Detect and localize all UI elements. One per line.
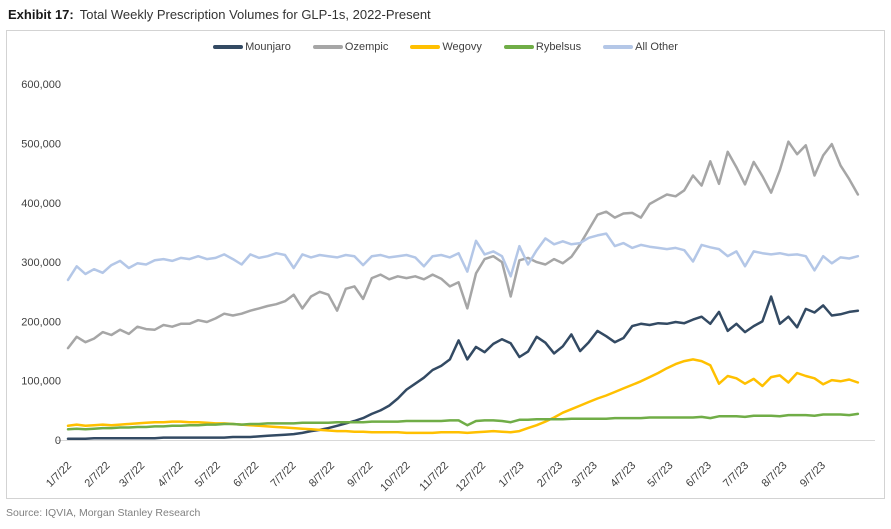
y-axis-label: 400,000 [21,198,61,210]
legend-swatch-all-other [603,45,634,49]
y-axis-label: 500,000 [21,139,61,151]
x-axis-label: 4/7/22 [156,460,186,490]
legend-label-ozempic: Ozempic [344,41,389,53]
chart-title: Total Weekly Prescription Volumes for GL… [79,7,431,22]
plot-svg: 0 100,000 200,000 300,000 400,000 500,000 600,… [21,79,875,494]
y-axis-label: 600,000 [21,79,61,91]
legend-swatch-ozempic [312,45,343,49]
legend-label-all-other: All Other [635,41,678,53]
chart-container: 0 100,000 200,000 300,000 400,000 500,000 600,… [6,30,885,499]
series-line-all-other [66,232,860,282]
page-title: Exhibit 17: Total Weekly Prescription Vol… [8,7,431,22]
legend-swatch-rybelsus [503,45,534,49]
x-axis-label: 9/7/22 [345,460,375,490]
x-axis-label: 12/7/22 [454,460,488,494]
x-axis-label: 1/7/22 [44,460,74,490]
series-line-wegovy [66,358,860,435]
x-axis-label: 7/7/22 [268,460,298,490]
x-axis-label: 3/7/22 [117,460,147,490]
x-axis-label: 9/7/23 [798,460,828,490]
y-axis-label: 300,000 [21,257,61,269]
legend-label-rybelsus: Rybelsus [535,41,582,53]
y-axis-label: 100,000 [21,376,61,388]
legend-item-all-other: All Other [603,41,678,53]
legend-swatch-wegovy [410,45,441,49]
x-axis-label: 3/7/23 [570,460,600,490]
legend-item-wegovy: Wegovy [410,41,482,53]
y-axis-label: 200,000 [21,316,61,328]
x-axis-label: 5/7/22 [193,460,223,490]
series-line-mounjaro [66,295,860,441]
source-text: Source: IQVIA, Morgan Stanley Research [6,507,201,519]
exhibit-label: Exhibit 17: [8,7,74,22]
legend-swatch-mounjaro [213,45,244,49]
x-axis-label: 2/7/23 [535,460,565,490]
x-axis-label: 6/7/23 [684,460,714,490]
x-axis-label: 5/7/23 [645,460,675,490]
x-axis-label: 8/7/23 [759,460,789,490]
y-axis-label: 0 [55,435,61,447]
x-axis-label: 4/7/23 [608,460,638,490]
x-axis-label: 6/7/22 [231,460,261,490]
series-line-rybelsus [66,412,860,431]
x-axis-label: 2/7/22 [82,460,112,490]
legend: Mounjaro Ozempic Wegovy Rybelsus All Other [7,41,884,53]
legend-label-wegovy: Wegovy [442,41,482,53]
x-axis-label: 8/7/22 [307,460,337,490]
x-axis-label: 1/7/23 [497,460,527,490]
legend-label-mounjaro: Mounjaro [245,41,291,53]
x-axis-label: 10/7/22 [378,460,412,494]
legend-item-mounjaro: Mounjaro [213,41,291,53]
legend-item-rybelsus: Rybelsus [503,41,582,53]
legend-item-ozempic: Ozempic [312,41,389,53]
x-axis-label: 7/7/23 [721,460,751,490]
series-line-ozempic [66,140,860,350]
x-axis-label: 11/7/22 [417,460,451,494]
